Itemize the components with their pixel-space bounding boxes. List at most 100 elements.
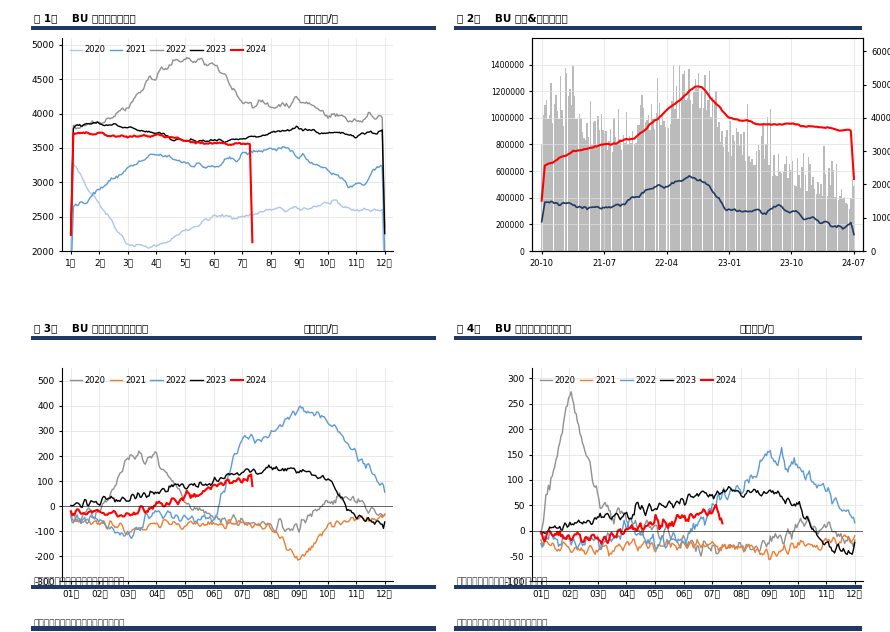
Bar: [663, 121, 665, 251]
Bar: [570, 104, 572, 251]
2024: [236, 140, 247, 148]
Text: 单位：元/吨: 单位：元/吨: [740, 323, 774, 333]
Bar: [821, 196, 823, 251]
Bar: [817, 181, 819, 251]
Bar: [764, 159, 765, 251]
Bar: [654, 129, 655, 251]
Bar: [665, 126, 667, 251]
Bar: [656, 113, 657, 251]
2021: [717, 541, 728, 549]
2020: [284, 205, 295, 213]
2020: [197, 218, 207, 226]
2022: [182, 54, 192, 61]
2020: [849, 536, 860, 544]
2022: [197, 513, 207, 520]
Bar: [755, 165, 756, 251]
Bar: [681, 97, 682, 251]
Bar: [572, 66, 574, 251]
Bar: [768, 164, 770, 251]
2020: [197, 507, 207, 514]
Bar: [708, 71, 710, 251]
2022: [849, 519, 860, 526]
Bar: [747, 104, 748, 251]
Bar: [580, 118, 581, 251]
2022: [193, 515, 204, 523]
Line: 2024: 2024: [71, 132, 253, 242]
2024: [675, 514, 685, 521]
Bar: [701, 91, 702, 251]
Bar: [587, 123, 588, 251]
Bar: [550, 83, 552, 251]
Legend: 2020, 2021, 2022, 2023, 2024: 2020, 2021, 2022, 2023, 2024: [537, 372, 740, 388]
2020: [536, 530, 546, 537]
Bar: [742, 155, 743, 251]
2024: [204, 139, 214, 147]
2023: [195, 478, 206, 486]
2023: [838, 545, 849, 552]
2022: [595, 545, 605, 553]
2022: [66, 226, 77, 234]
Text: 图 4：    BU 连二与连三合约月差: 图 4： BU 连二与连三合约月差: [457, 323, 571, 333]
Bar: [823, 146, 825, 251]
Bar: [632, 131, 634, 251]
Line: 2021: 2021: [541, 535, 854, 559]
Bar: [789, 164, 790, 251]
Bar: [797, 158, 798, 251]
Bar: [591, 145, 593, 251]
Bar: [563, 126, 564, 251]
Bar: [574, 96, 575, 251]
2022: [839, 507, 850, 514]
Bar: [626, 112, 627, 251]
Line: 2024: 2024: [71, 475, 253, 516]
2022: [718, 484, 729, 492]
Bar: [657, 78, 659, 251]
Bar: [583, 138, 585, 251]
Bar: [702, 107, 704, 251]
2020: [696, 552, 707, 560]
2023: [263, 461, 274, 469]
Bar: [806, 191, 807, 251]
Bar: [735, 128, 737, 251]
Bar: [554, 104, 555, 251]
Bar: [829, 185, 831, 251]
2021: [293, 556, 303, 564]
2020: [66, 509, 77, 516]
Bar: [739, 146, 740, 251]
2023: [248, 133, 259, 140]
2020: [248, 211, 259, 219]
2023: [191, 483, 202, 490]
2021: [191, 518, 202, 526]
2023: [724, 483, 734, 490]
2021: [195, 522, 206, 530]
Bar: [660, 125, 661, 251]
Legend: 2020, 2021, 2022, 2023, 2024: 2020, 2021, 2022, 2023, 2024: [67, 42, 270, 58]
Bar: [776, 176, 778, 251]
2022: [379, 223, 390, 231]
Text: 数据来源：钢联、海通期货投资咨询部: 数据来源：钢联、海通期货投资咨询部: [34, 578, 125, 586]
Bar: [693, 92, 694, 251]
Bar: [841, 190, 842, 251]
Text: 图 1：    BU 主力合约收盘价: 图 1： BU 主力合约收盘价: [34, 13, 135, 23]
2020: [566, 388, 577, 396]
2023: [197, 137, 207, 145]
Bar: [599, 130, 601, 251]
2021: [379, 252, 390, 259]
2024: [236, 478, 247, 486]
Bar: [835, 197, 836, 251]
Bar: [778, 154, 780, 251]
Bar: [635, 143, 636, 251]
2021: [66, 276, 77, 283]
Bar: [784, 164, 786, 251]
Bar: [737, 133, 739, 251]
Bar: [613, 118, 615, 251]
Bar: [646, 121, 648, 251]
Bar: [811, 185, 813, 251]
2024: [545, 528, 555, 535]
Bar: [607, 150, 608, 251]
Bar: [556, 111, 558, 251]
Bar: [552, 123, 554, 251]
Bar: [675, 109, 676, 251]
2023: [368, 130, 379, 137]
Line: 2020: 2020: [71, 451, 384, 533]
2023: [536, 528, 546, 535]
